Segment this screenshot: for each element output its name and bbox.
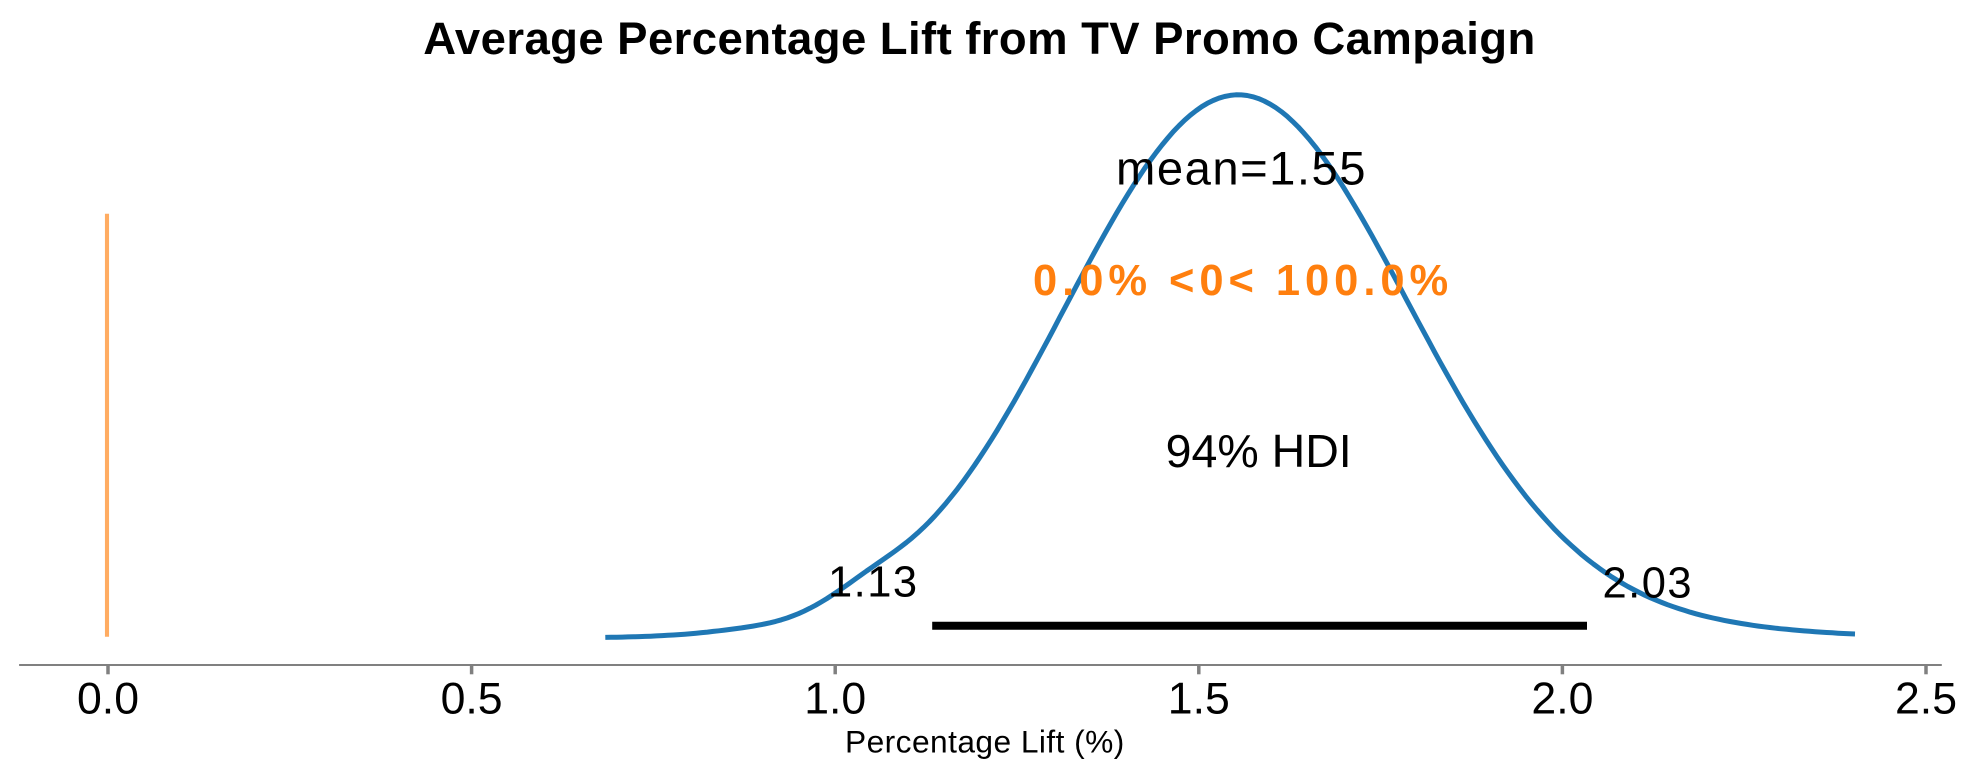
svg-text:0.5: 0.5 <box>441 674 503 723</box>
svg-text:2.03: 2.03 <box>1602 559 1693 607</box>
svg-text:1.13: 1.13 <box>828 559 919 607</box>
svg-text:94% HDI: 94% HDI <box>1166 425 1352 477</box>
svg-text:Percentage Lift (%): Percentage Lift (%) <box>845 724 1125 760</box>
svg-text:Average Percentage Lift from T: Average Percentage Lift from TV Promo Ca… <box>423 13 1535 64</box>
svg-text:1.0: 1.0 <box>804 674 866 723</box>
svg-text:1.5: 1.5 <box>1168 674 1230 723</box>
svg-text:2.5: 2.5 <box>1895 674 1957 723</box>
svg-text:2.0: 2.0 <box>1531 674 1593 723</box>
svg-text:0.0: 0.0 <box>77 674 139 723</box>
svg-text:mean=1.55: mean=1.55 <box>1116 143 1367 196</box>
svg-text:0.0% <0< 100.0%: 0.0% <0< 100.0% <box>1033 257 1453 305</box>
